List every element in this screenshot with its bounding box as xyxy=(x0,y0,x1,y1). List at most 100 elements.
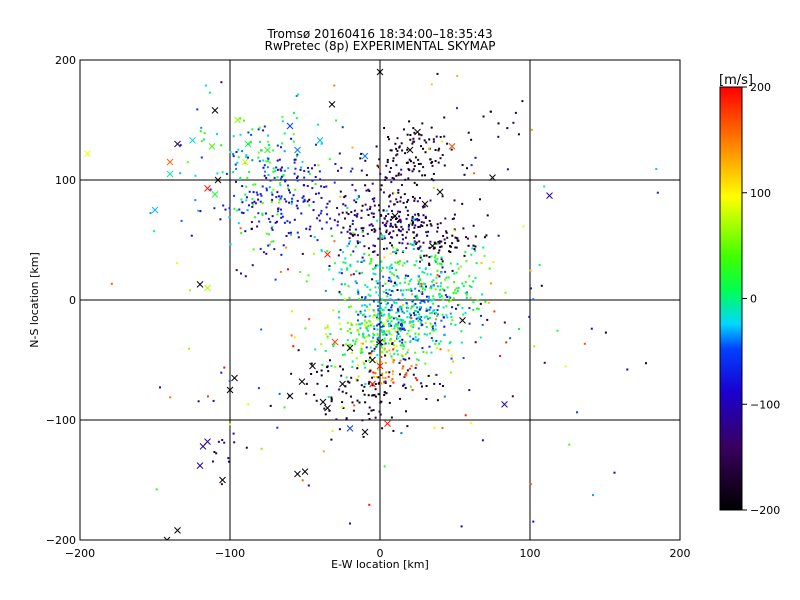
data-point xyxy=(413,226,416,229)
data-point xyxy=(383,394,386,396)
data-point xyxy=(328,200,331,203)
data-point xyxy=(269,179,272,182)
data-point xyxy=(391,272,394,275)
data-point xyxy=(268,143,270,146)
data-point xyxy=(340,374,343,377)
data-point xyxy=(410,365,413,367)
data-point xyxy=(336,220,339,223)
data-point xyxy=(209,188,212,191)
data-point xyxy=(412,320,415,323)
data-point xyxy=(422,282,425,285)
data-point xyxy=(234,163,237,166)
data-point xyxy=(412,195,414,198)
data-point xyxy=(382,331,385,334)
data-point xyxy=(374,383,377,385)
data-point xyxy=(425,333,428,336)
data-point xyxy=(355,378,357,381)
data-point xyxy=(411,217,414,220)
data-point xyxy=(375,324,378,327)
data-point xyxy=(473,172,475,175)
data-point xyxy=(318,219,321,222)
cross-marker xyxy=(384,420,391,427)
data-point xyxy=(366,208,369,211)
data-point xyxy=(273,248,276,251)
data-point xyxy=(194,199,197,202)
data-point xyxy=(305,227,308,230)
data-point xyxy=(352,273,355,276)
data-point xyxy=(407,214,410,217)
data-point xyxy=(412,218,415,221)
data-point xyxy=(418,219,421,222)
data-point xyxy=(457,267,460,270)
data-point xyxy=(395,311,398,314)
data-point xyxy=(420,315,423,318)
data-point xyxy=(359,323,362,326)
data-point xyxy=(325,206,328,209)
data-point xyxy=(239,227,242,230)
data-point xyxy=(389,339,392,342)
data-point xyxy=(372,216,375,218)
data-point xyxy=(328,158,331,161)
data-point xyxy=(272,167,275,170)
data-point xyxy=(246,176,249,179)
data-point xyxy=(407,283,410,286)
data-point xyxy=(350,305,353,308)
data-point xyxy=(379,413,382,416)
data-point xyxy=(447,349,450,352)
data-point xyxy=(415,297,418,300)
data-point xyxy=(257,212,260,215)
data-point xyxy=(389,298,392,300)
data-point xyxy=(450,354,453,357)
data-point xyxy=(382,309,385,312)
data-point xyxy=(432,302,435,305)
data-point xyxy=(397,326,400,329)
data-point xyxy=(380,400,383,403)
data-point xyxy=(468,389,471,392)
data-point xyxy=(434,149,437,151)
data-point xyxy=(395,283,398,286)
data-point xyxy=(506,127,509,130)
cross-marker xyxy=(204,185,211,192)
data-point xyxy=(436,226,439,229)
data-point xyxy=(325,385,328,388)
data-point xyxy=(425,326,428,328)
data-point xyxy=(288,221,291,224)
data-point xyxy=(391,225,394,228)
data-point xyxy=(358,333,361,336)
data-point xyxy=(389,225,392,228)
data-point xyxy=(485,234,488,237)
data-point xyxy=(472,280,475,283)
data-point xyxy=(255,191,258,194)
data-point xyxy=(296,199,299,202)
data-point xyxy=(391,357,394,360)
data-point xyxy=(272,188,275,191)
data-point xyxy=(254,183,257,186)
data-point xyxy=(276,144,279,147)
data-point xyxy=(357,375,360,378)
data-point xyxy=(267,217,270,220)
data-point xyxy=(400,432,403,435)
data-point xyxy=(425,309,428,312)
data-point xyxy=(345,392,348,395)
data-point xyxy=(265,252,268,255)
cross-marker xyxy=(376,68,384,76)
data-point xyxy=(389,149,392,152)
data-point xyxy=(296,177,298,179)
data-point xyxy=(302,184,305,187)
data-point xyxy=(389,242,392,244)
data-point xyxy=(416,306,419,309)
data-point xyxy=(419,322,422,325)
data-point xyxy=(244,230,247,233)
data-point xyxy=(153,230,156,233)
data-point xyxy=(384,376,387,379)
data-point xyxy=(388,401,391,404)
data-point xyxy=(387,136,390,138)
data-point xyxy=(465,291,468,294)
data-point xyxy=(529,269,532,272)
data-point xyxy=(344,261,347,264)
data-point xyxy=(390,316,393,319)
data-point xyxy=(374,395,377,398)
data-point xyxy=(482,115,485,118)
data-point xyxy=(227,457,230,460)
data-point xyxy=(370,223,373,226)
